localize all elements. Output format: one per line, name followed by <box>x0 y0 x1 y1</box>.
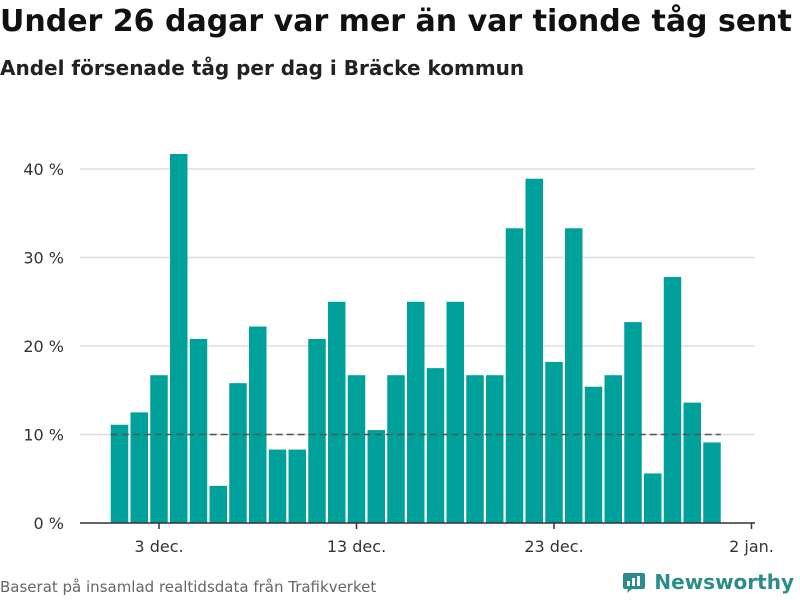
bar <box>387 375 405 523</box>
y-axis-labels: 0 % 10 % 20 % 30 % 40 % <box>23 160 64 533</box>
y-tick-label: 0 % <box>34 514 64 533</box>
bar <box>189 338 208 523</box>
bar <box>268 449 287 523</box>
x-tick-label: 13 dec. <box>327 537 386 556</box>
bar <box>525 178 543 524</box>
x-tick-label: 2 jan. <box>729 537 774 556</box>
y-tick-label: 40 % <box>23 160 64 179</box>
bar <box>703 442 721 523</box>
bar <box>110 424 129 523</box>
source-note: Baserat på insamlad realtidsdata från Tr… <box>0 578 377 596</box>
bar <box>545 361 563 523</box>
y-tick-label: 20 % <box>23 337 64 356</box>
bars <box>110 153 721 524</box>
chart-subtitle: Andel försenade tåg per dag i Bräcke kom… <box>0 56 525 80</box>
bar <box>347 375 366 523</box>
bar <box>584 386 603 523</box>
y-tick-label: 10 % <box>23 426 64 445</box>
bar <box>288 449 306 523</box>
bar <box>565 228 583 524</box>
bar <box>170 153 188 523</box>
bar <box>130 412 148 523</box>
bar <box>150 375 168 523</box>
bar <box>328 301 346 523</box>
brand-name: Newsworthy <box>654 570 794 594</box>
bar <box>644 473 662 523</box>
bar <box>624 322 642 523</box>
brand-logo[interactable]: Newsworthy <box>622 569 794 595</box>
bar <box>466 375 484 523</box>
bar <box>486 375 504 523</box>
chart-title: Under 26 dagar var mer än var tionde tåg… <box>0 4 792 39</box>
bar <box>229 383 247 523</box>
bar <box>683 402 701 523</box>
x-tick-label: 23 dec. <box>524 537 583 556</box>
bar <box>209 485 227 523</box>
bar <box>446 301 464 523</box>
bar <box>663 276 682 523</box>
x-tick-label: 3 dec. <box>134 537 183 556</box>
bar <box>604 375 622 523</box>
bar <box>249 326 267 523</box>
y-tick-label: 30 % <box>23 249 64 268</box>
bar <box>426 368 445 523</box>
bar <box>505 228 524 524</box>
bar <box>407 301 425 523</box>
bar <box>367 430 385 523</box>
newsworthy-chart-icon <box>623 573 646 593</box>
x-axis: 3 dec. 13 dec. 23 dec. 2 jan. <box>80 522 774 556</box>
bar <box>308 338 326 523</box>
